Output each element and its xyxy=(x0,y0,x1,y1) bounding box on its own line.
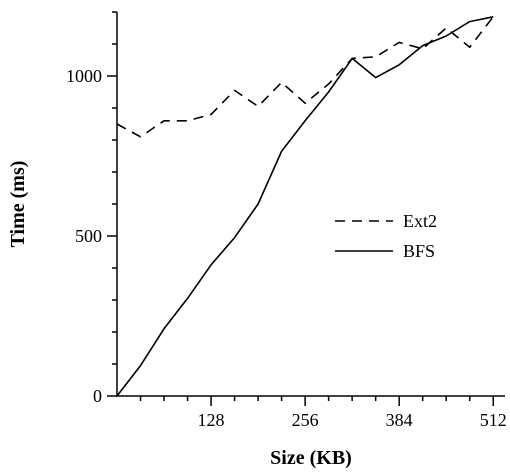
y-tick-label: 500 xyxy=(75,226,102,246)
ticks: 0 500 1000 128 256 384 512 xyxy=(66,11,507,430)
y-axis-title: Time (ms) xyxy=(7,161,29,248)
legend-label-bfs: BFS xyxy=(403,241,435,261)
x-axis-title: Size (KB) xyxy=(270,447,352,469)
series-line-ext2 xyxy=(116,16,494,138)
series-layer xyxy=(116,16,494,397)
x-tick-label: 256 xyxy=(292,410,319,430)
legend: Ext2 BFS xyxy=(335,211,437,261)
y-tick-label: 0 xyxy=(93,386,102,406)
x-tick-label: 512 xyxy=(480,410,507,430)
series-line-bfs xyxy=(116,16,494,397)
y-tick-label: 1000 xyxy=(66,66,102,86)
legend-label-ext2: Ext2 xyxy=(403,211,437,231)
x-tick-label: 384 xyxy=(386,410,413,430)
x-tick-label: 128 xyxy=(198,410,225,430)
axes xyxy=(116,12,505,397)
